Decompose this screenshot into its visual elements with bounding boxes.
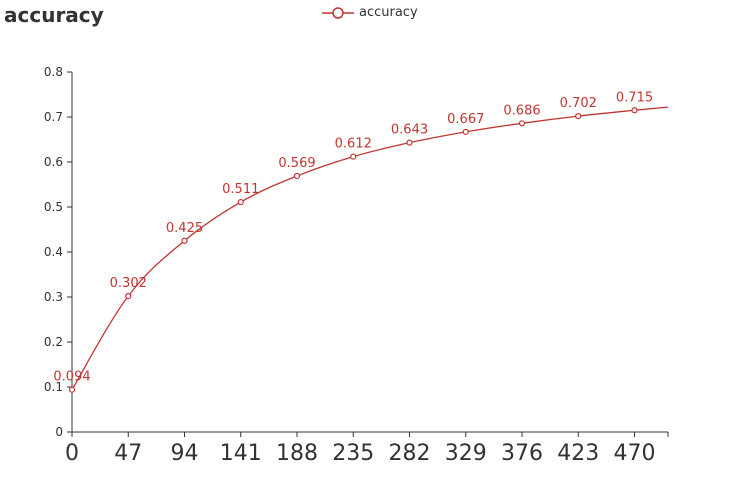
data-label: 0.686: [503, 103, 540, 118]
x-tick-label: 141: [220, 441, 262, 466]
data-point: [575, 112, 582, 120]
y-tick-label: 0.8: [44, 65, 63, 79]
x-tick-label: 376: [501, 441, 543, 466]
data-label: 0.511: [222, 182, 259, 197]
data-label: 0.702: [560, 96, 597, 111]
chart-title: accuracy: [4, 3, 104, 27]
y-tick-label: 0.5: [44, 200, 63, 214]
y-tick-label: 0: [55, 425, 63, 439]
data-label: 0.667: [447, 112, 484, 127]
data-point: [125, 293, 132, 300]
data-point: [237, 198, 244, 206]
x-tick-label: 0: [65, 441, 79, 466]
legend-label: accuracy: [359, 5, 418, 20]
data-point: [462, 128, 469, 135]
y-tick-label: 0.3: [44, 290, 63, 304]
x-tick-label: 47: [114, 441, 142, 466]
data-label: 0.425: [166, 221, 203, 236]
data-label: 0.612: [335, 137, 372, 152]
x-tick-label: 282: [389, 441, 431, 466]
data-label: 0.715: [616, 90, 653, 105]
x-tick-label: 470: [614, 441, 656, 466]
data-label: 0.569: [278, 156, 315, 171]
y-tick-label: 0.6: [44, 155, 63, 169]
data-label: 0.094: [53, 370, 90, 385]
data-label: 0.643: [391, 123, 428, 138]
y-tick-label: 0.1: [44, 380, 63, 394]
y-tick-label: 0.4: [44, 245, 63, 259]
data-point: [293, 172, 301, 180]
data-point: [518, 120, 526, 127]
data-point: [631, 107, 638, 114]
y-tick-label: 0.7: [44, 110, 63, 124]
data-point: [68, 386, 76, 393]
data-label: 0.302: [110, 276, 147, 291]
data-point: [350, 153, 357, 160]
x-tick-label: 329: [445, 441, 487, 466]
x-tick-label: 235: [332, 441, 374, 466]
x-tick-label: 94: [171, 441, 199, 466]
x-tick-label: 423: [557, 441, 599, 466]
legend-line-circle-icon: [322, 6, 354, 19]
x-tick-label: 188: [276, 441, 318, 466]
legend[interactable]: accuracy: [322, 5, 418, 20]
data-point: [181, 237, 188, 244]
y-tick-label: 0.2: [44, 335, 63, 349]
data-point: [406, 139, 413, 146]
